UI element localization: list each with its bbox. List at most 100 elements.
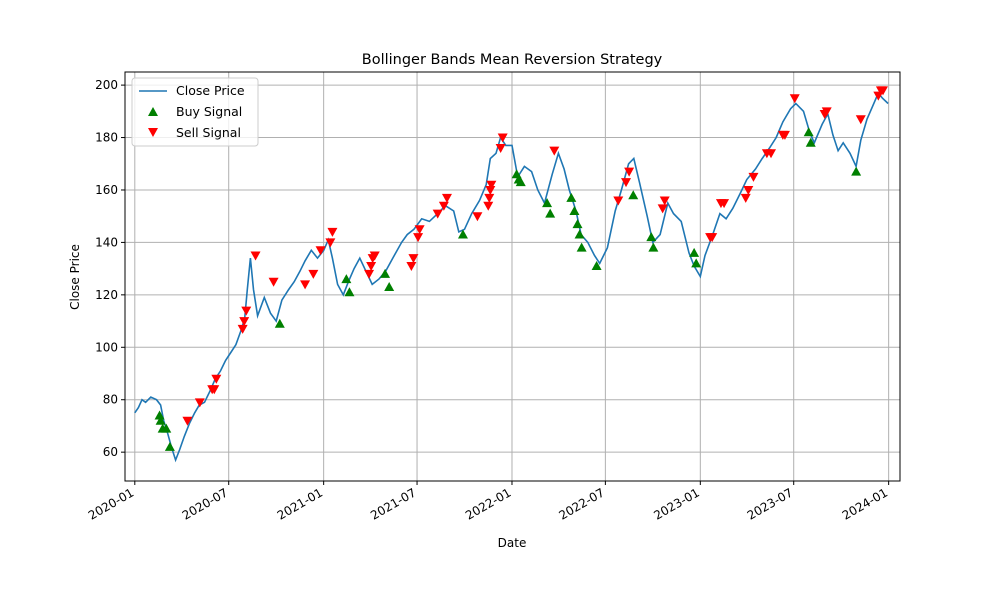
- buy-signal-marker: [542, 198, 553, 208]
- y-axis-label: Close Price: [68, 244, 82, 310]
- buy-signal-marker: [155, 415, 166, 425]
- x-tick-label: 2020-01: [86, 485, 136, 522]
- sell-signal-marker: [659, 196, 670, 206]
- sell-signal-marker: [624, 167, 635, 177]
- sell-signal-marker: [325, 238, 336, 248]
- buy-signal-marker: [572, 219, 583, 229]
- sell-signal-marker: [408, 254, 419, 264]
- buy-signal-marker: [569, 205, 580, 215]
- sell-signal-marker: [486, 180, 497, 190]
- buy-signal-marker: [274, 318, 285, 328]
- sell-signal-marker: [432, 209, 443, 219]
- x-tick-label: 2021-01: [275, 485, 325, 522]
- x-tick-label: 2022-01: [463, 485, 513, 522]
- sell-signal-marker: [497, 133, 508, 143]
- sell-signal-marker: [327, 227, 338, 237]
- sell-signal-marker: [766, 149, 777, 159]
- axes-frame: [124, 71, 901, 482]
- legend: Close Price Buy Signal Sell Signal: [131, 77, 259, 147]
- y-tick-label: 120: [95, 288, 118, 302]
- sell-signal-marker: [855, 115, 866, 125]
- sell-signal-marker: [413, 233, 424, 243]
- sell-signal-marker: [364, 269, 375, 279]
- x-tick-label: 2021-07: [368, 485, 418, 522]
- buy-signal-marker: [154, 410, 165, 420]
- buy-signal-marker: [515, 177, 526, 187]
- sell-signal-marker: [268, 277, 279, 287]
- plot-area: [134, 86, 889, 463]
- buy-signal-marker: [164, 441, 175, 451]
- sell-signal-marker: [250, 251, 261, 261]
- buy-signal-marker: [380, 268, 391, 278]
- buy-signal-marker: [851, 166, 862, 176]
- sell-signal-marker: [549, 146, 560, 156]
- sell-signal-marker: [495, 144, 506, 154]
- y-tick-label: 160: [95, 183, 118, 197]
- buy-signal-marker: [384, 281, 395, 291]
- sell-signal-marker: [211, 374, 222, 384]
- legend-box: [131, 77, 259, 147]
- buy-signal-marker: [574, 229, 585, 239]
- legend-sell-marker: [148, 128, 158, 137]
- sell-signal-marker: [414, 225, 425, 235]
- buy-signal-markers: [154, 127, 862, 451]
- y-tick-label: 200: [95, 78, 118, 92]
- buy-signal-marker: [566, 192, 577, 202]
- sell-signal-marker: [194, 398, 205, 408]
- x-axis-label: Date: [498, 536, 527, 550]
- sell-signal-marker: [484, 193, 495, 203]
- sell-signal-marker: [209, 385, 220, 395]
- y-tick-label: 180: [95, 131, 118, 145]
- legend-label-buy-signal: Buy Signal: [176, 104, 242, 119]
- buy-signal-marker: [341, 274, 352, 284]
- sell-signal-marker: [472, 212, 483, 222]
- x-tick-label: 2024-01: [840, 485, 890, 522]
- sell-signal-markers: [182, 86, 888, 426]
- sell-signal-marker: [877, 86, 888, 96]
- sell-signal-marker: [239, 317, 250, 327]
- sell-signal-marker: [485, 185, 496, 195]
- sell-signal-marker: [789, 94, 800, 104]
- x-axis-ticks: 2020-01 2020-07 2021-01 2021-07 2022-01 2022-…: [86, 481, 890, 523]
- buy-signal-marker: [646, 232, 657, 242]
- buy-signal-marker: [691, 258, 702, 268]
- sell-signal-marker: [707, 233, 718, 243]
- buy-signal-marker: [576, 242, 587, 252]
- grid: [125, 72, 900, 481]
- legend-label-sell-signal: Sell Signal: [176, 125, 241, 140]
- buy-signal-marker: [591, 261, 602, 271]
- buy-signal-marker: [628, 190, 639, 200]
- buy-signal-marker: [648, 242, 659, 252]
- buy-signal-marker: [803, 127, 814, 137]
- y-tick-label: 140: [95, 235, 118, 249]
- sell-signal-marker: [315, 246, 326, 256]
- sell-signal-marker: [613, 196, 624, 206]
- legend-buy-marker: [148, 107, 158, 116]
- sell-signal-marker: [369, 251, 380, 261]
- x-tick-label: 2020-07: [180, 485, 230, 522]
- close-price-line: [134, 91, 889, 463]
- chart-title: Bollinger Bands Mean Reversion Strategy: [362, 52, 663, 68]
- sell-signal-marker: [740, 193, 751, 203]
- sell-signal-marker: [241, 306, 252, 316]
- buy-signal-marker: [689, 247, 700, 257]
- sell-signal-marker: [406, 262, 417, 272]
- sell-signal-marker: [748, 172, 759, 182]
- sell-signal-marker: [657, 204, 668, 214]
- sell-signal-marker: [237, 324, 248, 334]
- sell-signal-marker: [300, 280, 311, 290]
- buy-signal-marker: [161, 423, 172, 433]
- sell-signal-marker: [621, 178, 632, 188]
- sell-signal-marker: [182, 416, 193, 426]
- buy-signal-marker: [457, 229, 468, 239]
- sell-signal-marker: [821, 107, 832, 117]
- sell-signal-marker: [308, 269, 319, 279]
- sell-signal-marker: [779, 130, 790, 140]
- y-tick-label: 100: [95, 340, 118, 354]
- x-tick-label: 2023-07: [745, 485, 795, 522]
- buy-signal-marker: [805, 137, 816, 147]
- sell-signal-marker: [483, 201, 494, 211]
- y-tick-label: 60: [103, 445, 118, 459]
- buy-signal-marker: [344, 287, 355, 297]
